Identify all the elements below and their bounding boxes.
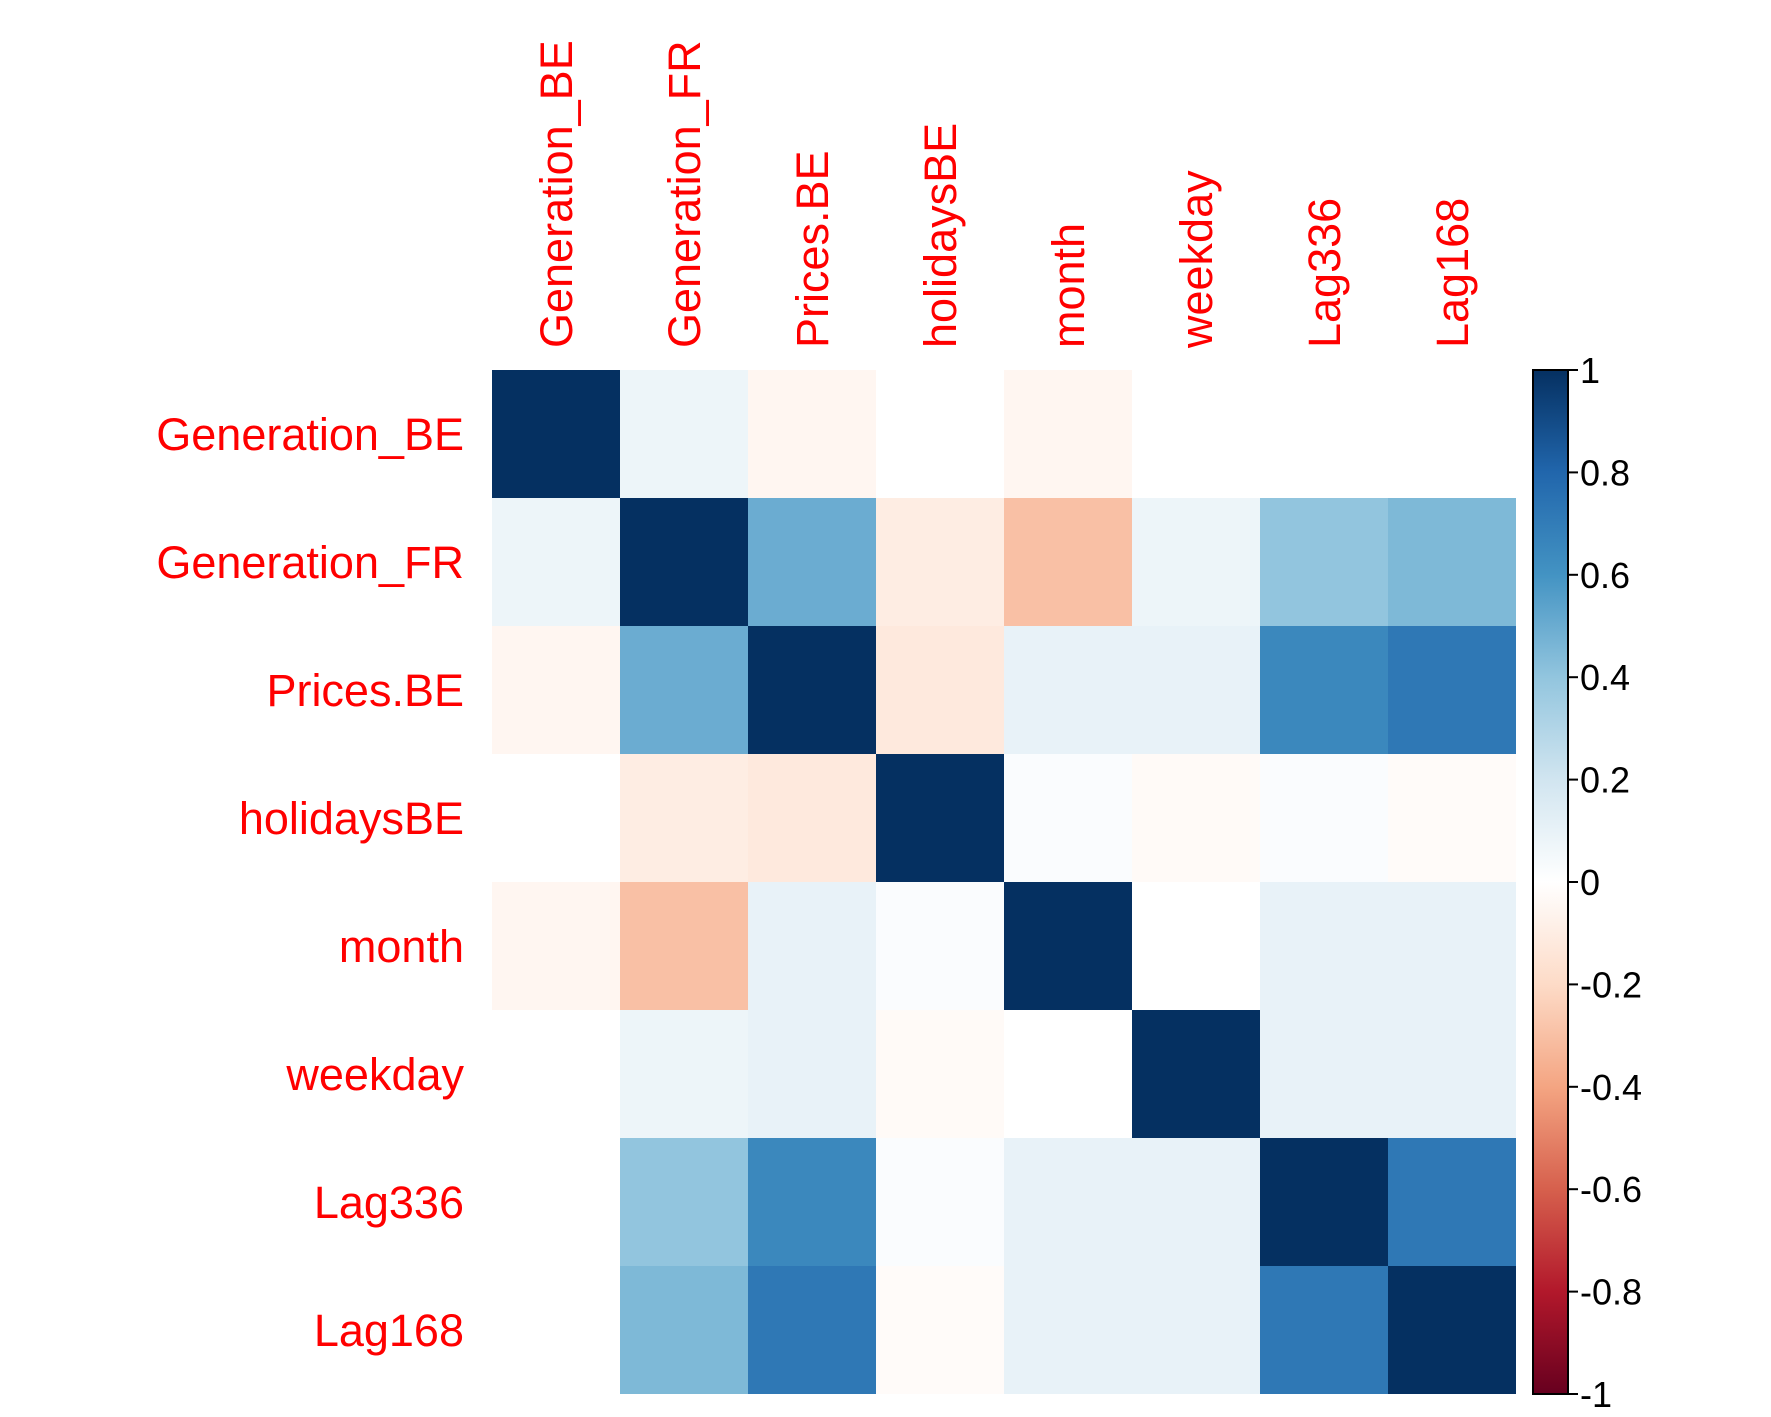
heatmap-cell-Lag168-Lag336 [1260,1266,1388,1394]
colorbar-tick-label: 0.2 [1580,760,1630,801]
heatmap-cell-Lag336-Lag336 [1260,1138,1388,1266]
heatmap-cell-Generation_BE-Lag168 [1388,370,1516,498]
heatmap-cell-Prices.BE-Generation_BE [492,626,620,754]
heatmap-cell-Lag168-Lag168 [1388,1266,1516,1394]
heatmap-cell-holidaysBE-holidaysBE [876,754,1004,882]
colorbar-tick-label: -0.4 [1580,1067,1642,1108]
row-label-Lag168: Lag168 [314,1305,464,1356]
row-labels: Generation_BE Generation_FR Prices.BE holid… [156,409,464,1356]
heatmap-cell-holidaysBE-Prices.BE [748,754,876,882]
heatmap-cell-Generation_BE-weekday [1132,370,1260,498]
column-label-Lag168: Lag168 [1427,198,1478,348]
heatmap-cell-Prices.BE-month [1004,626,1132,754]
heatmap-cell-holidaysBE-Lag168 [1388,754,1516,882]
row-label-holidaysBE: holidaysBE [239,793,464,844]
heatmap-cell-Lag336-weekday [1132,1138,1260,1266]
row-label-Lag336: Lag336 [314,1177,464,1228]
heatmap-cell-Generation_FR-Generation_BE [492,498,620,626]
heatmap-cell-weekday-Prices.BE [748,1010,876,1138]
colorbar-gradient [1532,369,1569,1395]
colorbar-tick-label: 1 [1580,350,1600,391]
heatmap-cell-Generation_FR-holidaysBE [876,498,1004,626]
heatmap-cell-weekday-Lag336 [1260,1010,1388,1138]
heatmap-cell-weekday-month [1004,1010,1132,1138]
heatmap-cell-month-Lag168 [1388,882,1516,1010]
heatmap-cell-Generation_BE-month [1004,370,1132,498]
heatmap-cell-Lag168-Prices.BE [748,1266,876,1394]
heatmap-cell-weekday-Generation_BE [492,1010,620,1138]
heatmap-cell-month-weekday [1132,882,1260,1010]
colorbar-tick-label: -1 [1580,1374,1612,1415]
heatmap-cell-Prices.BE-Lag336 [1260,626,1388,754]
row-label-month: month [339,921,464,972]
heatmap-cell-Lag336-Prices.BE [748,1138,876,1266]
heatmap-cell-Prices.BE-weekday [1132,626,1260,754]
row-label-Generation_BE: Generation_BE [156,409,464,460]
heatmap-cell-Generation_FR-weekday [1132,498,1260,626]
heatmap-cell-holidaysBE-Generation_FR [620,754,748,882]
colorbar-tick-label: -0.8 [1580,1272,1642,1313]
colorbar-tick-label: 0.8 [1580,452,1630,493]
colorbar-tick-label: -0.2 [1580,964,1642,1005]
heatmap-cell-Generation_FR-Prices.BE [748,498,876,626]
heatmap-cell-Generation_BE-Generation_BE [492,370,620,498]
heatmap-cell-weekday-holidaysBE [876,1010,1004,1138]
heatmap-cell-Prices.BE-Lag168 [1388,626,1516,754]
heatmap-cell-Generation_FR-Lag168 [1388,498,1516,626]
heatmap-cell-Generation_BE-Lag336 [1260,370,1388,498]
heatmap-cells [492,370,1516,1394]
heatmap-cell-month-Generation_FR [620,882,748,1010]
column-labels: Generation_BE Generation_FR Prices.BE holid… [531,40,1478,349]
heatmap-cell-holidaysBE-Lag336 [1260,754,1388,882]
heatmap-cell-Prices.BE-holidaysBE [876,626,1004,754]
colorbar-tick-label: -0.6 [1580,1169,1642,1210]
heatmap-cell-Lag168-Generation_BE [492,1266,620,1394]
column-label-weekday: weekday [1171,170,1222,349]
column-label-Generation_BE: Generation_BE [531,40,582,348]
heatmap-cell-holidaysBE-weekday [1132,754,1260,882]
heatmap-cell-month-Lag336 [1260,882,1388,1010]
row-label-weekday: weekday [285,1049,464,1100]
heatmap-cell-holidaysBE-Generation_BE [492,754,620,882]
row-label-Prices.BE: Prices.BE [266,665,464,716]
heatmap-cell-month-Prices.BE [748,882,876,1010]
column-label-Generation_FR: Generation_FR [659,40,710,348]
heatmap-cell-Lag336-month [1004,1138,1132,1266]
heatmap-cell-Lag168-month [1004,1266,1132,1394]
heatmap-cell-Generation_BE-Generation_FR [620,370,748,498]
heatmap-cell-weekday-Generation_FR [620,1010,748,1138]
heatmap-cell-Lag336-Generation_FR [620,1138,748,1266]
heatmap-cell-month-Generation_BE [492,882,620,1010]
colorbar: 1 0.8 0.6 0.4 0.2 0 -0.2 -0.4 -0.6 -0.8 -1 [1532,350,1642,1415]
heatmap-cell-Lag168-Generation_FR [620,1266,748,1394]
heatmap-cell-month-month [1004,882,1132,1010]
column-label-Prices.BE: Prices.BE [787,150,838,348]
heatmap-cell-weekday-Lag168 [1388,1010,1516,1138]
heatmap-cell-Generation_FR-Lag336 [1260,498,1388,626]
colorbar-tick-label: 0.4 [1580,657,1630,698]
heatmap-cell-Prices.BE-Generation_FR [620,626,748,754]
heatmap-cell-Lag168-holidaysBE [876,1266,1004,1394]
colorbar-tick-label: 0 [1580,862,1600,903]
heatmap-cell-Generation_FR-month [1004,498,1132,626]
heatmap-cell-Generation_BE-holidaysBE [876,370,1004,498]
heatmap-cell-Generation_FR-Generation_FR [620,498,748,626]
row-label-Generation_FR: Generation_FR [156,537,464,588]
heatmap-cell-Lag336-holidaysBE [876,1138,1004,1266]
heatmap-cell-Lag168-weekday [1132,1266,1260,1394]
column-label-holidaysBE: holidaysBE [915,123,966,348]
heatmap-cell-Lag336-Lag168 [1388,1138,1516,1266]
heatmap-cell-Lag336-Generation_BE [492,1138,620,1266]
heatmap-cell-Generation_BE-Prices.BE [748,370,876,498]
heatmap-cell-Prices.BE-Prices.BE [748,626,876,754]
heatmap-cell-holidaysBE-month [1004,754,1132,882]
heatmap-cell-weekday-weekday [1132,1010,1260,1138]
heatmap-cell-month-holidaysBE [876,882,1004,1010]
colorbar-tick-label: 0.6 [1580,555,1630,596]
column-label-Lag336: Lag336 [1299,198,1350,348]
column-label-month: month [1043,223,1094,348]
